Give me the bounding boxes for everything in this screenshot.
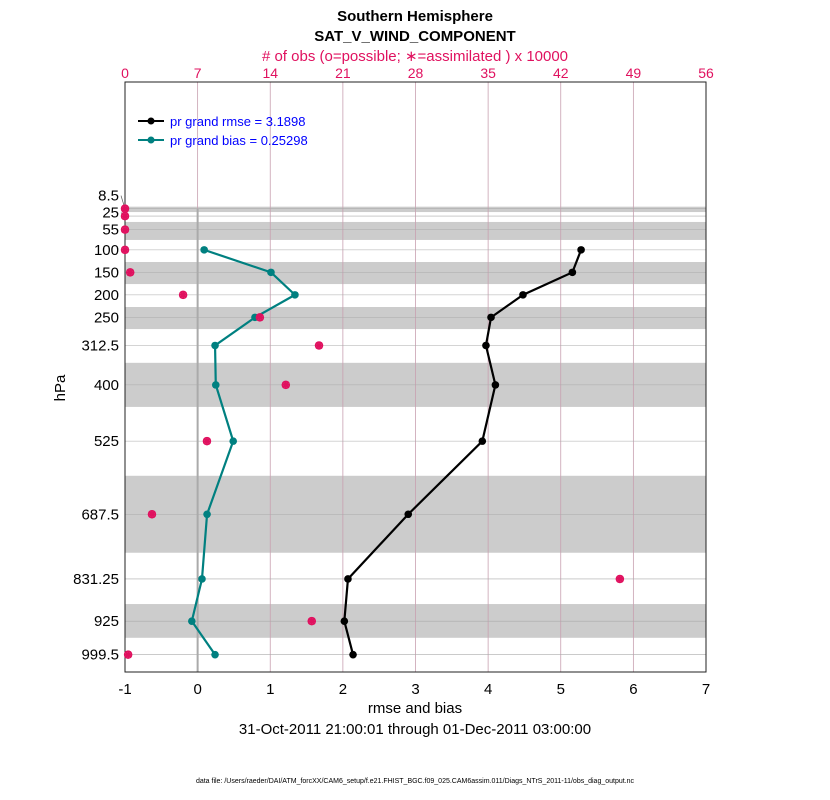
top-tick-label: 28 [408,65,424,81]
obs-assimilated-marker [307,617,316,626]
y-tick-label: 8.5 [98,188,119,205]
obs-assimilated-marker [202,437,211,446]
obs-assimilated-marker [121,245,129,254]
x-tick-label: 6 [629,681,637,698]
y-tick-label: 400 [94,377,119,394]
obs-assimilated-marker [147,510,156,519]
y-tick-label: 55 [102,222,119,239]
legend-bias: pr grand bias = 0.25298 [170,133,308,148]
plot-frame [124,81,707,673]
rmse-point [577,246,585,254]
rmse-point [568,268,577,277]
obs-assimilated-marker [179,290,188,299]
rmse-point [478,437,487,445]
top-tick-label: 21 [335,65,351,81]
top-tick-label: 56 [698,65,714,81]
chart-title: Southern Hemisphere [337,8,493,25]
obs-assimilated-marker [615,574,624,583]
bias-point [267,268,275,277]
y-tick-label: 525 [94,433,119,450]
x-tick-label: 5 [557,681,565,698]
top-tick-label: 7 [194,65,202,81]
rmse-point [404,510,413,519]
x-tick-label: 1 [266,681,274,698]
obs-assimilated-marker [121,225,129,234]
top-tick-label: 49 [626,65,642,81]
top-tick-label: 14 [262,65,278,81]
x-tick-label: 4 [484,681,492,698]
bias-point [211,381,220,389]
bias-point [188,617,196,625]
obs-assimilated-marker [121,212,129,221]
rmse-point [482,341,490,350]
rmse-point [487,313,495,322]
date-range: 31-Oct-2011 21:00:01 through 01-Dec-2011… [239,721,591,738]
y-tick-label: 25 [102,205,119,222]
obs-assimilated-marker [281,380,290,389]
y-tick-label: 999.5 [81,647,119,664]
x-tick-label: 3 [411,681,419,698]
top-axis-label: # of obs (o=possible; ∗=assimilated ) x … [262,48,568,65]
y-tick-label: 250 [94,309,119,326]
chart-subtitle: SAT_V_WIND_COMPONENT [314,28,515,45]
bias-point [198,575,206,583]
y-tick-label: 200 [94,287,119,304]
top-tick-label: 0 [121,65,129,81]
bias-point [211,650,219,659]
x-tick-label: 0 [193,681,201,698]
obs-assimilated-marker [315,341,324,350]
bias-point [229,437,238,445]
y-tick-label: 831.25 [73,571,119,588]
y-tick-label: 100 [94,242,119,259]
rmse-point [491,381,500,389]
obs-assimilated-marker [121,204,129,213]
x-axis-label: rmse and bias [368,700,462,717]
y-tick-label: 687.5 [81,506,119,523]
bias-point [203,510,211,519]
top-tick-label: 42 [553,65,569,81]
legend-rmse: pr grand rmse = 3.1898 [170,114,306,129]
x-tick-label: 2 [339,681,347,698]
x-tick-label: -1 [118,681,131,698]
y-tick-label: 312.5 [81,337,119,354]
y-tick-label: 925 [94,613,119,630]
bias-point [291,291,299,299]
obs-assimilated-marker [126,268,135,277]
footer: data file: /Users/raeder/DAI/ATM_forcXX/… [196,778,635,785]
legend: pr grand rmse = 3.1898 pr grand bias = 0… [138,114,308,148]
y-tick-label: 150 [94,264,119,281]
rmse-point [349,650,357,659]
bias-point [211,341,219,350]
top-tick-label: 35 [480,65,496,81]
bias-point [200,246,208,254]
rmse-point [519,291,527,299]
rmse-point [340,617,349,625]
x-tick-label: 7 [702,681,710,698]
obs-assimilated-marker [255,313,264,322]
rmse-point [344,575,352,583]
obs-assimilated-marker [124,650,133,659]
y-axis-label: hPa [52,374,69,401]
